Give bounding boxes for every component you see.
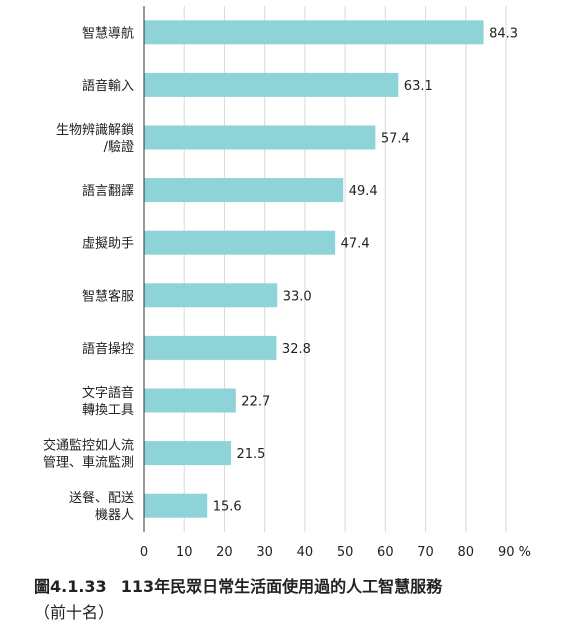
category-label: 語音操控 xyxy=(82,341,134,357)
figure-subtitle: （前十名） xyxy=(34,603,115,622)
bars xyxy=(144,20,484,518)
bar xyxy=(144,335,277,360)
x-tick-label: 80 xyxy=(458,545,475,560)
x-tick-label: 50 xyxy=(337,545,354,560)
value-label: 84.3 xyxy=(489,26,518,41)
x-tick-label: 0 xyxy=(140,545,148,560)
category-label: 智慧客服 xyxy=(82,288,134,304)
figure-caption: 圖4.1.33 113年民眾日常生活面使用過的人工智慧服務 （前十名） xyxy=(34,574,574,626)
category-label: /驗證 xyxy=(104,139,134,155)
x-tick-label: 60 xyxy=(377,545,394,560)
category-label: 生物辨識解鎖 xyxy=(56,122,134,138)
category-label: 智慧導航 xyxy=(82,25,134,41)
category-label: 語音輸入 xyxy=(82,78,134,94)
x-tick-label: 70 xyxy=(417,545,434,560)
value-label: 21.5 xyxy=(236,447,265,462)
value-label: 33.0 xyxy=(283,289,312,304)
value-label: 57.4 xyxy=(381,132,410,147)
figure-number: 圖4.1.33 xyxy=(34,577,107,596)
value-label: 47.4 xyxy=(341,237,370,252)
category-label: 轉換工具 xyxy=(82,403,134,418)
x-tick-label: 90 % xyxy=(498,545,531,560)
x-tick-label: 30 xyxy=(256,545,273,560)
bar xyxy=(144,125,376,150)
category-label: 管理、車流監測 xyxy=(43,455,134,471)
bar xyxy=(144,283,278,308)
category-labels: 智慧導航語音輸入生物辨識解鎖/驗證語言翻譯虛擬助手智慧客服語音操控文字語音轉換工… xyxy=(43,25,134,523)
value-label: 22.7 xyxy=(241,395,270,410)
bar xyxy=(144,20,484,45)
value-label: 63.1 xyxy=(404,79,433,94)
x-tick-label: 20 xyxy=(216,545,233,560)
x-tick-label: 40 xyxy=(297,545,314,560)
category-label: 送餐、配送 xyxy=(69,490,134,506)
category-label: 虛擬助手 xyxy=(82,236,134,252)
category-label: 交通監控如人流 xyxy=(43,438,134,454)
bar xyxy=(144,230,336,255)
value-label: 32.8 xyxy=(282,342,311,357)
bar-chart: 智慧導航語音輸入生物辨識解鎖/驗證語言翻譯虛擬助手智慧客服語音操控文字語音轉換工… xyxy=(43,6,531,560)
bar xyxy=(144,72,399,97)
category-label: 語言翻譯 xyxy=(82,183,134,199)
x-tick-label: 10 xyxy=(176,545,193,560)
x-axis-ticks: 0 10 20 30 40 50 60 70 80 90 % xyxy=(140,545,531,560)
value-label: 15.6 xyxy=(213,500,242,515)
figure-title: 113年民眾日常生活面使用過的人工智慧服務 xyxy=(120,577,443,596)
category-label: 機器人 xyxy=(95,508,134,523)
bar xyxy=(144,493,208,518)
bar xyxy=(144,441,231,466)
bar xyxy=(144,388,236,413)
value-label: 49.4 xyxy=(349,184,378,199)
category-label: 文字語音 xyxy=(82,385,134,401)
value-labels: 84.3 63.1 57.4 49.4 47.4 33.0 32.8 22.7 21.5 15.6 xyxy=(213,26,518,514)
bar xyxy=(144,178,344,203)
